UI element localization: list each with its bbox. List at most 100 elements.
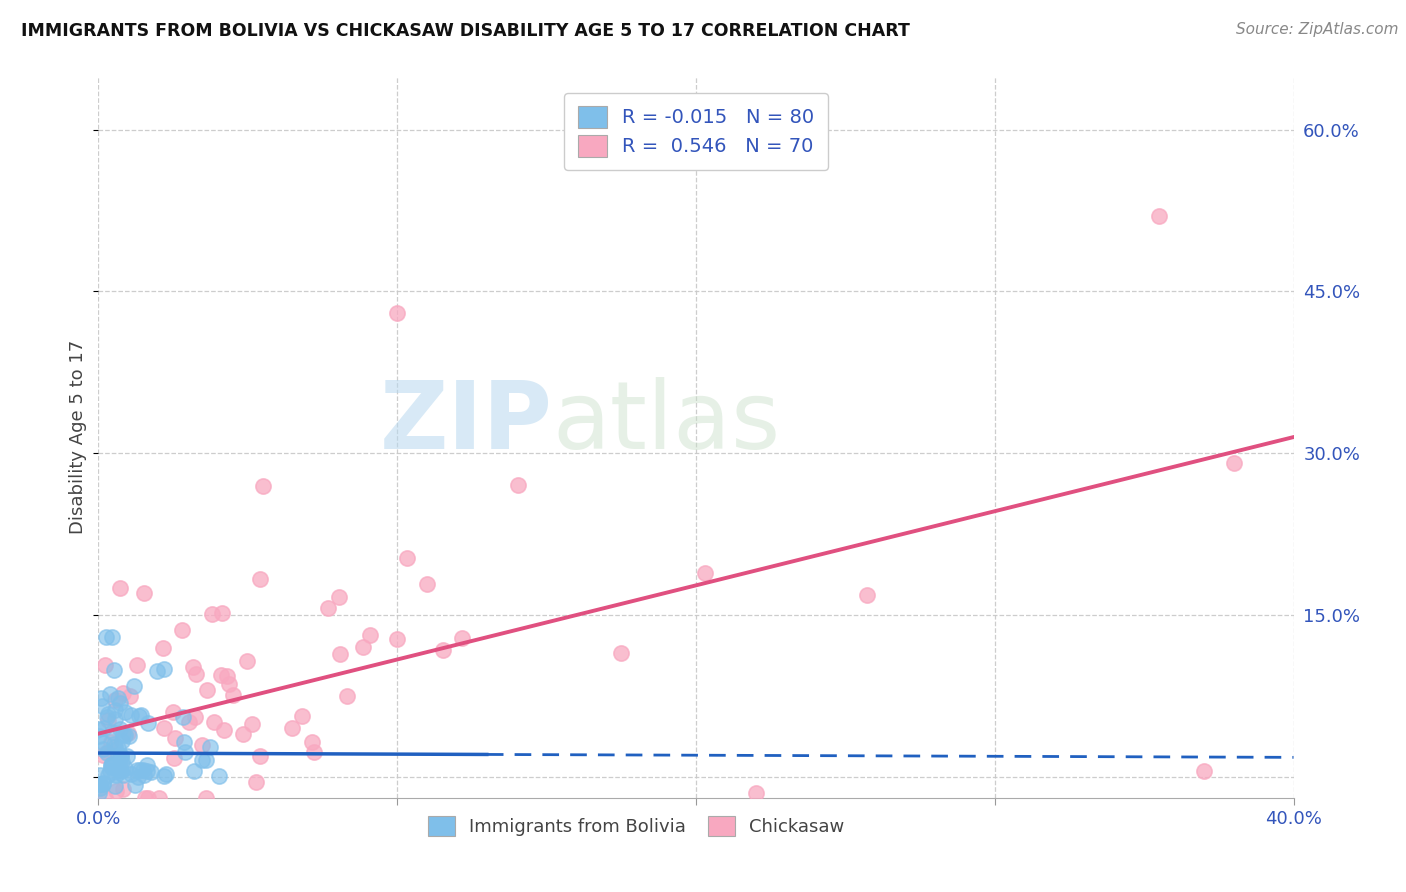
Text: atlas: atlas <box>553 376 780 468</box>
Point <box>163 731 186 745</box>
Point <box>108 722 131 736</box>
Point <box>136 791 159 805</box>
Point <box>352 640 374 654</box>
Point <box>329 647 352 661</box>
Point <box>89 776 111 790</box>
Point <box>98 687 121 701</box>
Point <box>104 780 127 794</box>
Point <box>94 657 117 672</box>
Point <box>183 764 205 778</box>
Point <box>359 628 381 642</box>
Point <box>132 768 155 782</box>
Point <box>134 791 156 805</box>
Point <box>112 686 135 700</box>
Y-axis label: Disability Age 5 to 17: Disability Age 5 to 17 <box>69 340 87 534</box>
Point <box>100 757 122 772</box>
Point <box>153 769 176 783</box>
Point <box>301 735 323 749</box>
Point <box>108 760 131 774</box>
Point <box>111 755 134 769</box>
Point <box>508 477 530 491</box>
Point <box>184 667 207 681</box>
Point <box>93 748 115 763</box>
Point <box>96 709 118 723</box>
Point <box>110 697 132 711</box>
Point <box>240 716 263 731</box>
Point <box>163 751 186 765</box>
Point <box>107 763 129 777</box>
Point <box>291 709 314 723</box>
Point <box>1192 764 1215 779</box>
Point <box>103 663 125 677</box>
Point <box>111 782 134 797</box>
Point <box>207 769 229 783</box>
Point <box>120 707 142 722</box>
Point <box>181 659 204 673</box>
Point <box>148 791 170 805</box>
Point <box>184 710 207 724</box>
Point <box>93 791 115 805</box>
Point <box>124 679 146 693</box>
Point <box>114 762 136 776</box>
Point <box>127 770 149 784</box>
Point <box>695 566 717 580</box>
Point <box>100 734 122 748</box>
Point <box>162 706 184 720</box>
Point <box>155 767 177 781</box>
Point <box>94 630 117 644</box>
Point <box>104 703 127 717</box>
Point <box>91 776 114 790</box>
Point <box>104 784 127 798</box>
Point <box>415 576 437 591</box>
Point <box>302 745 325 759</box>
Point <box>104 693 127 707</box>
Point <box>197 682 219 697</box>
Point <box>93 721 115 735</box>
Point <box>104 768 127 782</box>
Point <box>136 715 159 730</box>
Point <box>125 763 148 777</box>
Point <box>107 690 129 705</box>
Point <box>236 654 259 668</box>
Point <box>91 777 114 791</box>
Point <box>89 768 111 782</box>
Point <box>245 775 267 789</box>
Point <box>153 721 176 735</box>
Point <box>98 764 121 779</box>
Point <box>146 664 169 678</box>
Point <box>249 749 271 764</box>
Point <box>745 786 768 800</box>
Point <box>100 759 122 773</box>
Point <box>395 551 418 566</box>
Point <box>117 725 139 739</box>
Point <box>110 749 132 764</box>
Point <box>87 776 110 790</box>
Point <box>96 747 118 761</box>
Point <box>195 791 218 805</box>
Point <box>100 757 122 772</box>
Point <box>111 734 134 748</box>
Point <box>172 624 194 638</box>
Point <box>104 712 127 726</box>
Point <box>450 632 472 646</box>
Point <box>198 739 221 754</box>
Text: ZIP: ZIP <box>380 376 553 468</box>
Legend: Immigrants from Bolivia, Chickasaw: Immigrants from Bolivia, Chickasaw <box>420 809 852 844</box>
Point <box>432 643 454 657</box>
Point <box>232 727 254 741</box>
Point <box>217 668 239 682</box>
Point <box>328 590 350 604</box>
Point <box>101 630 124 644</box>
Text: IMMIGRANTS FROM BOLIVIA VS CHICKASAW DISABILITY AGE 5 TO 17 CORRELATION CHART: IMMIGRANTS FROM BOLIVIA VS CHICKASAW DIS… <box>21 22 910 40</box>
Point <box>387 632 409 647</box>
Point <box>90 691 112 706</box>
Point <box>173 745 195 759</box>
Point <box>107 741 129 756</box>
Point <box>211 607 233 621</box>
Point <box>110 764 132 778</box>
Point <box>93 741 115 756</box>
Point <box>90 699 112 714</box>
Point <box>194 753 217 767</box>
Point <box>115 748 138 763</box>
Point <box>252 478 274 492</box>
